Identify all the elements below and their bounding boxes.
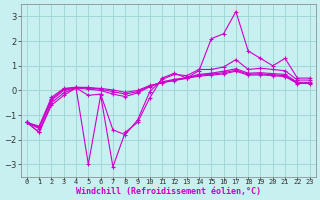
X-axis label: Windchill (Refroidissement éolien,°C): Windchill (Refroidissement éolien,°C) [76, 187, 261, 196]
